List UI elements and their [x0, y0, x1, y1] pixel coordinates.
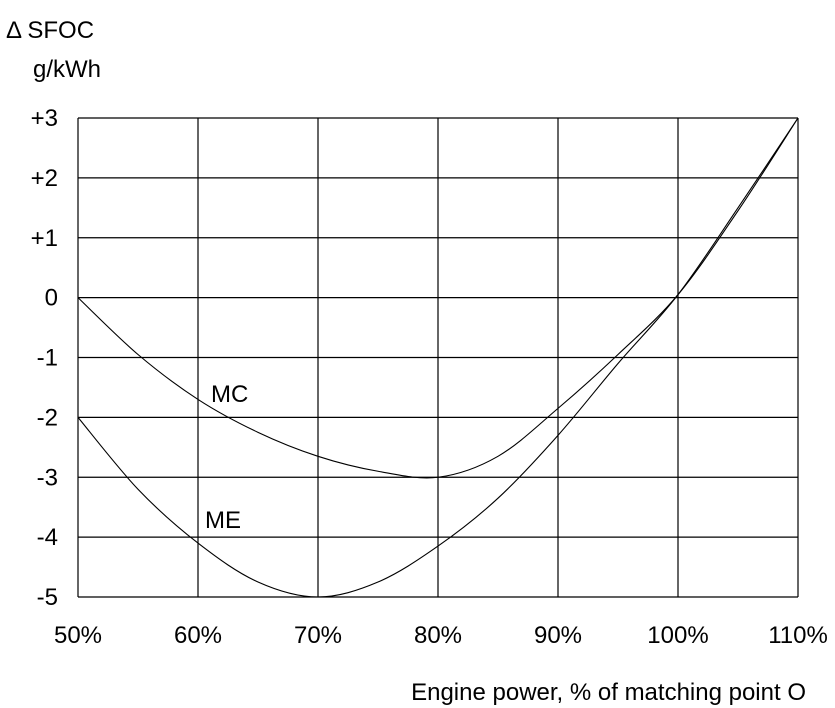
y-tick-label: +2	[31, 165, 58, 192]
y-tick-label: -1	[37, 345, 58, 372]
x-tick-label: 60%	[174, 622, 222, 649]
series-line-mc	[77, 117, 799, 479]
y-tick-label: -2	[37, 404, 58, 431]
grid	[77, 117, 799, 598]
y-tick-label: +3	[31, 105, 58, 132]
y-tick-label: +1	[31, 225, 58, 252]
y-axis-label-line1: Δ SFOC	[6, 17, 94, 44]
x-tick-label: 50%	[54, 622, 102, 649]
y-tick-label: -5	[37, 584, 58, 611]
curves	[77, 117, 799, 598]
x-tick-label: 100%	[647, 622, 708, 649]
y-tick-label: -4	[37, 524, 58, 551]
x-tick-label: 80%	[414, 622, 462, 649]
x-tick-label: 70%	[294, 622, 342, 649]
y-tick-label: -3	[37, 464, 58, 491]
tick-labels: 50% 60% 70% 80% 90% 100% 110% +3 +2 +1 0 -1 -2 -3 -4 -5	[31, 105, 828, 649]
series-label-me: ME	[205, 507, 241, 534]
y-axis-label-line2: g/kWh	[33, 56, 101, 83]
series-label-mc: MC	[211, 381, 248, 408]
x-tick-label: 110%	[768, 622, 828, 649]
x-axis-label: Engine power, % of matching point O	[411, 679, 806, 706]
y-tick-label: 0	[45, 285, 58, 312]
x-tick-label: 90%	[534, 622, 582, 649]
series-line-me	[77, 117, 799, 598]
